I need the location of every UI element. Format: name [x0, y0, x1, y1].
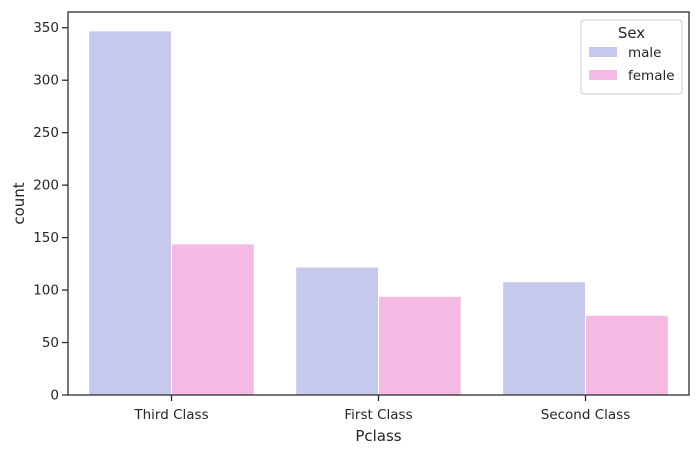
legend-swatch-male: [589, 47, 617, 57]
y-tick-label: 0: [50, 388, 59, 404]
bar-male-2: [502, 281, 587, 396]
x-tick-label: Third Class: [133, 407, 208, 423]
x-tick-label: Second Class: [541, 407, 631, 423]
bar-female-1: [378, 295, 462, 396]
x-axis-ticks: Third Class First Class Second Class: [133, 395, 630, 423]
x-axis-label: Pclass: [355, 427, 401, 445]
y-axis-label: count: [10, 182, 28, 224]
bar-female-2: [585, 314, 669, 396]
legend-swatch-female: [589, 70, 617, 80]
legend-label-male: male: [628, 45, 661, 61]
bar-male-0: [88, 30, 172, 396]
plot-frame: [67, 11, 690, 396]
y-tick-label: 100: [33, 283, 59, 299]
bar-male-1: [295, 266, 380, 396]
y-tick-label: 200: [33, 178, 59, 194]
y-tick-label: 250: [33, 125, 59, 141]
x-tick-label: First Class: [344, 407, 412, 423]
legend-title: Sex: [618, 24, 645, 42]
y-tick-label: 300: [33, 73, 59, 89]
legend-label-female: female: [628, 68, 675, 84]
legend: Sex male female: [580, 19, 683, 95]
y-tick-label: 50: [42, 335, 59, 351]
legend-items: male female: [589, 45, 675, 84]
bar-female-0: [171, 243, 255, 396]
y-tick-label: 150: [33, 230, 59, 246]
bars-group: [88, 30, 669, 396]
y-axis-ticks: 0 50 100 150 200 250 300 350: [33, 20, 68, 404]
y-tick-label: 350: [33, 20, 59, 36]
